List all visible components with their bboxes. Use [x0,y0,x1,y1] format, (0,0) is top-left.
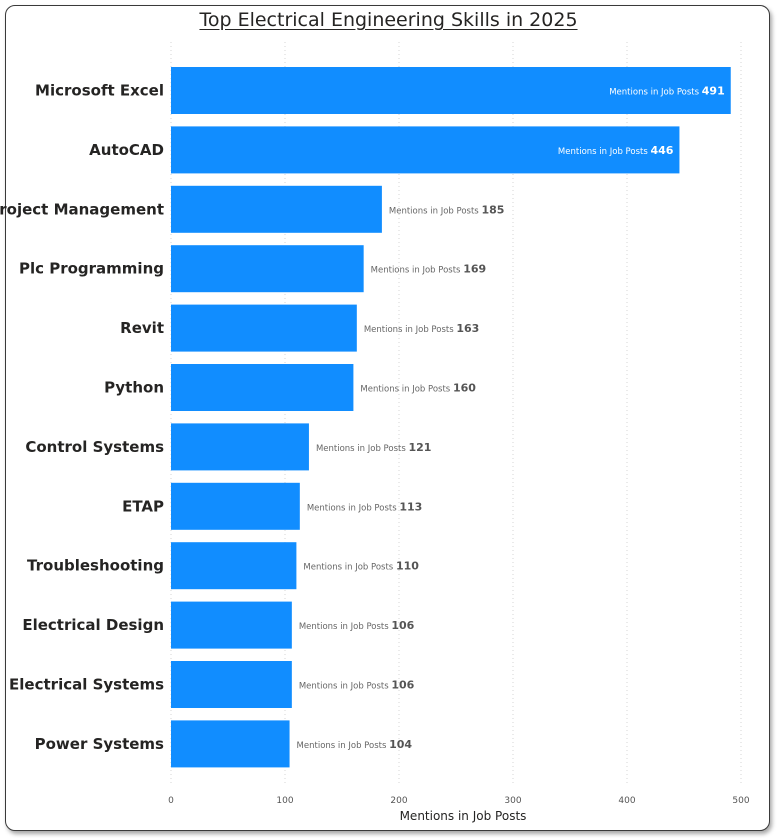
bar [171,126,680,174]
data-label: Mentions in Job Posts 104 [297,738,413,751]
data-labels: Mentions in Job Posts 491 Mentions in Job… [297,85,725,751]
chart-title: Top Electrical Engineering Skills in 202… [199,9,578,31]
x-tick-label: 200 [390,796,407,806]
category-label: Electrical Systems [9,676,164,694]
bar [171,364,354,411]
x-axis-ticks: 0 100 200 300 400 500 [168,796,750,806]
category-label: Plc Programming [19,260,164,278]
category-label: Control Systems [25,438,164,456]
x-tick-label: 100 [276,796,293,806]
data-label: Mentions in Job Posts 113 [307,500,423,513]
bar [171,601,292,649]
data-label: Mentions in Job Posts 163 [364,322,480,335]
bars [171,67,731,768]
category-label: ETAP [122,497,164,515]
x-tick-label: 300 [504,796,521,806]
category-labels: Microsoft Excel AutoCAD Project Management… [0,82,164,753]
bar [171,304,357,352]
data-label: Mentions in Job Posts 106 [299,619,415,632]
bar [171,482,300,530]
x-tick-label: 500 [732,796,749,806]
bar [171,67,731,114]
data-label: Mentions in Job Posts 491 [609,85,725,98]
data-label: Mentions in Job Posts 106 [299,679,415,692]
data-label: Mentions in Job Posts 446 [558,144,674,157]
category-label: Project Management [0,200,164,218]
bar [171,720,290,768]
category-label: Python [104,379,164,397]
bar [171,542,297,590]
category-label: Microsoft Excel [35,82,164,100]
category-label: AutoCAD [89,141,164,159]
category-label: Power Systems [35,735,164,753]
data-label: Mentions in Job Posts 110 [303,560,419,573]
x-tick-label: 400 [618,796,635,806]
bar [171,661,292,708]
data-label: Mentions in Job Posts 169 [371,263,487,276]
data-label: Mentions in Job Posts 121 [316,441,432,454]
category-label: Troubleshooting [27,557,164,575]
x-tick-label: 0 [168,796,174,806]
x-axis-label: Mentions in Job Posts [400,809,527,823]
bar [171,185,382,233]
bar [171,423,309,471]
bar [171,245,364,293]
data-label: Mentions in Job Posts 185 [389,203,505,216]
category-label: Electrical Design [22,616,164,634]
category-label: Revit [120,319,164,337]
data-label: Mentions in Job Posts 160 [360,382,476,395]
